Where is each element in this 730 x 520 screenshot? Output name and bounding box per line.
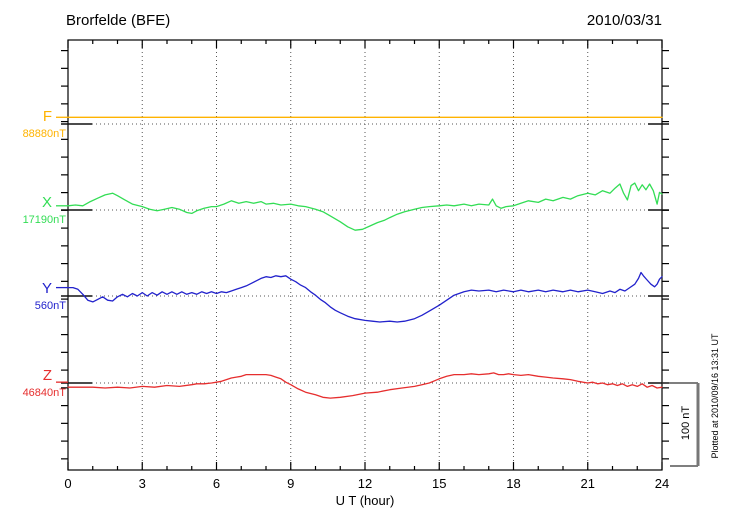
x-tick-label: 0	[64, 476, 72, 491]
x-tick-label: 18	[506, 476, 521, 491]
plotted-at-note: Plotted at 2010/09/16 13:31 UT	[710, 333, 720, 459]
component-baseline-value-Y: 560nT	[34, 300, 66, 312]
scale-bar-label: 100 nT	[680, 405, 692, 441]
component-baseline-value-Z: 46840nT	[22, 387, 66, 399]
x-tick-label: 3	[138, 476, 146, 491]
trace-Z	[67, 372, 663, 399]
component-letter-F: F	[42, 108, 52, 125]
trace-X	[67, 182, 663, 231]
x-tick-label: 21	[580, 476, 595, 491]
trace-Y	[67, 271, 663, 323]
x-axis-label: U T (hour)	[335, 493, 395, 508]
station-title: Brorfelde (BFE)	[66, 12, 171, 29]
x-tick-label: 6	[212, 476, 221, 491]
component-letter-Y: Y	[41, 280, 52, 297]
x-tick-label: 9	[287, 476, 295, 491]
component-letter-X: X	[41, 194, 52, 211]
x-tick-label: 12	[357, 476, 373, 491]
component-baseline-value-X: 17190nT	[22, 214, 66, 226]
plot-date: 2010/03/31	[586, 12, 662, 29]
component-baseline-value-F: 88880nT	[22, 128, 66, 140]
x-tick-label: 24	[654, 476, 670, 491]
x-tick-label: 15	[432, 476, 447, 491]
component-letter-Z: Z	[42, 367, 52, 384]
